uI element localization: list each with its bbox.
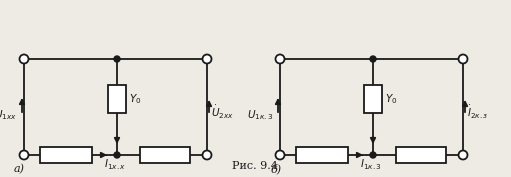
Text: Рис. 9.4: Рис. 9.4: [232, 161, 278, 171]
Circle shape: [19, 150, 29, 159]
Circle shape: [370, 152, 376, 158]
Bar: [40, 147, 92, 163]
Bar: [396, 147, 446, 163]
Text: $Y_0$: $Y_0$: [129, 92, 142, 106]
Text: $\dot{U}_{2хх}$: $\dot{U}_{2хх}$: [211, 104, 234, 121]
Text: $\dot{I}_{1к.3}$: $\dot{I}_{1к.3}$: [360, 155, 382, 172]
Text: $U_{1к.3}$: $U_{1к.3}$: [247, 108, 273, 122]
Circle shape: [202, 55, 212, 64]
Text: $\dot{I}_{2к.з}$: $\dot{I}_{2к.з}$: [467, 104, 489, 121]
Text: $Z_2$: $Z_2$: [414, 145, 428, 159]
Circle shape: [458, 55, 468, 64]
Circle shape: [114, 152, 120, 158]
Circle shape: [370, 56, 376, 62]
Bar: [296, 147, 348, 163]
Text: $\dot{I}_{1х.х}$: $\dot{I}_{1х.х}$: [104, 155, 126, 172]
Bar: [108, 85, 126, 113]
Circle shape: [458, 150, 468, 159]
Text: б): б): [270, 164, 281, 175]
Bar: [364, 85, 382, 113]
Circle shape: [114, 56, 120, 62]
Circle shape: [275, 150, 285, 159]
Circle shape: [202, 150, 212, 159]
Text: $U_{1хх}$: $U_{1хх}$: [0, 108, 17, 122]
Bar: [140, 147, 190, 163]
Text: $Z_1$: $Z_1$: [315, 145, 329, 159]
Circle shape: [275, 55, 285, 64]
Text: $Y_0$: $Y_0$: [385, 92, 398, 106]
Text: а): а): [14, 164, 25, 174]
Text: $Z_2$: $Z_2$: [158, 145, 172, 159]
Circle shape: [19, 55, 29, 64]
Text: $Z_1$: $Z_1$: [59, 145, 73, 159]
